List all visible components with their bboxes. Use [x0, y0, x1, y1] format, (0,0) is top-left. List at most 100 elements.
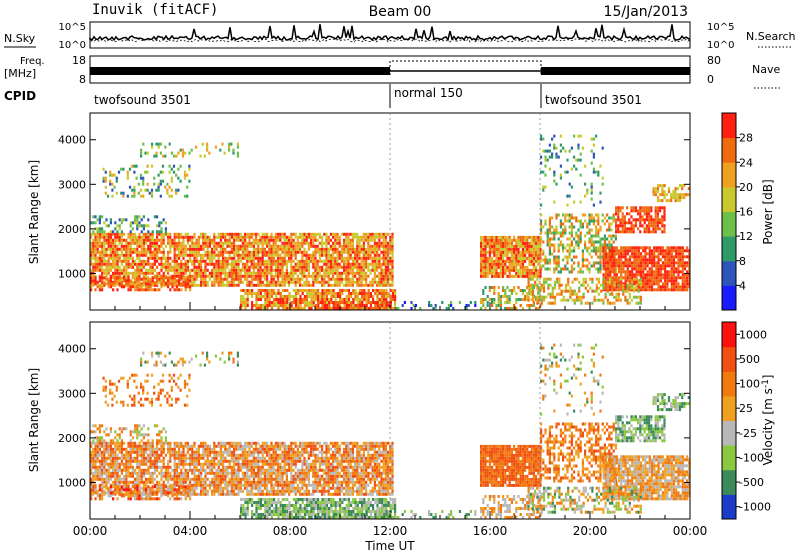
power-cell [175, 173, 178, 177]
velocity-cell [92, 459, 95, 463]
power-cell [515, 262, 518, 266]
power-cell [573, 200, 576, 204]
beam-title: Beam 00 [369, 4, 432, 20]
power-cell [328, 289, 331, 292]
power-cell [369, 268, 372, 272]
power-cell [120, 244, 123, 248]
power-cell [257, 250, 260, 254]
power-cell [162, 256, 165, 260]
power-cell [553, 143, 556, 147]
power-cell [314, 247, 317, 251]
power-cell [359, 301, 362, 304]
velocity-cell [90, 444, 93, 448]
power-cell [527, 298, 530, 302]
power-cell [239, 247, 242, 251]
power-cell [613, 255, 616, 259]
power-cell [539, 235, 542, 239]
power-cell [142, 142, 145, 146]
velocity-cell [98, 474, 101, 478]
power-cell [140, 151, 143, 155]
power-cell [495, 247, 498, 251]
power-cell [588, 228, 591, 232]
power-cell [484, 259, 487, 263]
power-cell [367, 274, 370, 278]
power-cell [358, 241, 361, 245]
power-cell [371, 268, 374, 272]
power-cell [639, 261, 643, 265]
power-cell [191, 241, 194, 245]
power-cell [615, 246, 618, 250]
power-cell [530, 250, 533, 254]
power-cell [266, 265, 269, 269]
power-cell [590, 137, 593, 141]
power-cell [146, 151, 149, 155]
power-cell [504, 301, 507, 304]
power-cell [259, 289, 262, 292]
power-cell [241, 244, 244, 248]
power-cell [312, 232, 315, 236]
power-cell [284, 301, 287, 304]
power-cell [608, 222, 611, 226]
power-cell [213, 262, 216, 266]
power-cell [611, 286, 614, 290]
power-cell [482, 253, 485, 257]
power-cell [531, 292, 535, 296]
power-cell [621, 221, 624, 225]
power-cell [593, 295, 596, 299]
power-cell [650, 270, 654, 274]
power-cell [140, 262, 143, 266]
power-cell [345, 304, 348, 307]
power-cell [290, 277, 293, 281]
power-cell [683, 193, 686, 197]
power-cell [568, 255, 571, 259]
power-cell [332, 304, 335, 307]
power-cell [683, 264, 687, 268]
power-cell [114, 253, 117, 257]
power-cell [208, 256, 211, 260]
power-cell [370, 301, 373, 304]
power-cell [380, 244, 383, 248]
power-cell [204, 253, 207, 257]
power-cell [307, 241, 310, 245]
power-cell [609, 282, 612, 286]
power-cell [367, 283, 370, 287]
power-cell [391, 256, 394, 260]
power-cell [365, 298, 368, 301]
power-cell [578, 298, 581, 302]
power-cell [332, 295, 335, 298]
power-cell [650, 264, 654, 268]
power-cell [628, 249, 632, 253]
power-cell [560, 289, 563, 293]
power-cell [635, 288, 638, 292]
power-cell [153, 262, 156, 266]
power-cell [230, 262, 233, 266]
power-cell [149, 268, 152, 272]
power-cell [493, 250, 496, 254]
power-cell [542, 252, 545, 256]
power-cell [601, 146, 604, 150]
power-cell [340, 277, 343, 281]
power-cell [285, 235, 288, 239]
power-cell [175, 271, 178, 275]
power-cell [659, 276, 662, 280]
power-cell [288, 256, 291, 260]
power-cell [222, 262, 225, 266]
power-cell [683, 279, 687, 283]
velocity-cell [90, 450, 93, 454]
power-cell [679, 249, 682, 253]
power-cell [646, 285, 649, 289]
power-cell [528, 307, 531, 310]
power-cell [116, 224, 119, 228]
power-cell [202, 271, 205, 275]
power-cell [136, 224, 139, 228]
power-cell [681, 255, 684, 259]
power-cell [156, 244, 159, 248]
power-cell [670, 279, 673, 283]
power-cell [230, 265, 233, 269]
power-cell [528, 292, 531, 295]
power-cell [92, 265, 95, 269]
power-cell [270, 265, 273, 269]
power-cell [602, 261, 605, 265]
power-cell [200, 271, 203, 275]
power-cell [151, 230, 154, 234]
